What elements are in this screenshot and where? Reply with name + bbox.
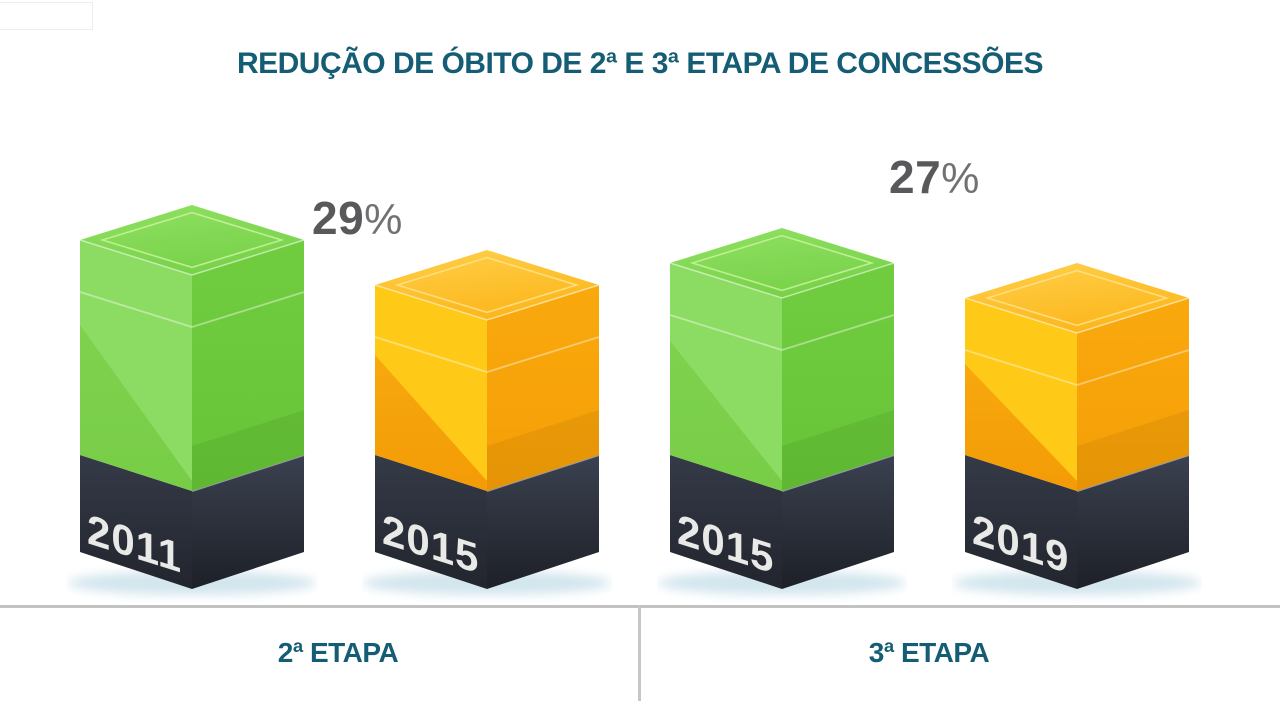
bars-layer: 2011 2015 bbox=[67, 204, 1202, 610]
column-right-bottom-band bbox=[1077, 410, 1189, 491]
column-left-sheen bbox=[80, 240, 192, 481]
base-right-face bbox=[192, 455, 304, 589]
percent-sign-group2: % bbox=[941, 155, 980, 203]
bar-3d-graphic: 2011 bbox=[68, 205, 316, 595]
face-highlight-line bbox=[669, 314, 895, 351]
column-left-sheen bbox=[375, 285, 487, 481]
column-right-bottom-band bbox=[192, 410, 304, 491]
bar-group2-2019: 2019 bbox=[952, 262, 1202, 610]
column-left-sheen bbox=[670, 263, 782, 481]
reduction-value-group1: 29 bbox=[312, 192, 365, 244]
top-face-inset-line bbox=[394, 256, 580, 314]
column-right-bottom-band bbox=[487, 410, 599, 491]
top-edge-highlight bbox=[374, 284, 600, 321]
column-right-face bbox=[487, 285, 599, 491]
chart-title: REDUÇÃO DE ÓBITO DE 2ª E 3ª ETAPA DE CON… bbox=[236, 47, 1044, 80]
base-left-face bbox=[965, 455, 1077, 589]
base-right-face bbox=[782, 455, 894, 589]
column-right-face bbox=[192, 240, 304, 491]
group-label-2a-etapa: 2ª ETAPA bbox=[277, 637, 399, 668]
top-face-inset-line bbox=[99, 211, 285, 269]
bar-group1-2011: 2011 bbox=[67, 204, 317, 610]
face-highlight-line bbox=[374, 336, 600, 373]
top-edge-highlight bbox=[964, 297, 1190, 334]
base-right-face bbox=[487, 455, 599, 589]
bar-3d-graphic: 2015 bbox=[363, 250, 611, 595]
base-left-face bbox=[375, 455, 487, 589]
vertical-divider bbox=[638, 605, 641, 701]
column-right-face bbox=[1077, 298, 1189, 491]
percent-sign-group1: % bbox=[364, 196, 403, 244]
reduction-value-group2: 27 bbox=[889, 151, 942, 203]
top-face-inset-line bbox=[984, 269, 1170, 327]
face-highlight-line bbox=[964, 349, 1190, 386]
base-left-face bbox=[80, 455, 192, 589]
column-left-sheen bbox=[965, 298, 1077, 481]
bar-3d-graphic: 2019 bbox=[953, 263, 1201, 595]
top-edge-highlight bbox=[669, 262, 895, 299]
column-right-bottom-band bbox=[782, 410, 894, 491]
reduction-percent-group2: 27% bbox=[889, 150, 979, 204]
watermark-box bbox=[0, 2, 93, 30]
top-face-inset-line bbox=[689, 234, 875, 292]
bar-group1-2015: 2015 bbox=[362, 249, 612, 610]
base-left-face bbox=[670, 455, 782, 589]
bar-3d-graphic: 2015 bbox=[658, 228, 906, 595]
face-highlight-line bbox=[79, 291, 305, 328]
bar-group2-2015: 2015 bbox=[657, 227, 907, 610]
reduction-percent-group1: 29% bbox=[312, 191, 402, 245]
column-right-face bbox=[782, 263, 894, 491]
base-right-face bbox=[1077, 455, 1189, 589]
group-label-3a-etapa: 3ª ETAPA bbox=[868, 637, 990, 668]
top-edge-highlight bbox=[79, 239, 305, 276]
